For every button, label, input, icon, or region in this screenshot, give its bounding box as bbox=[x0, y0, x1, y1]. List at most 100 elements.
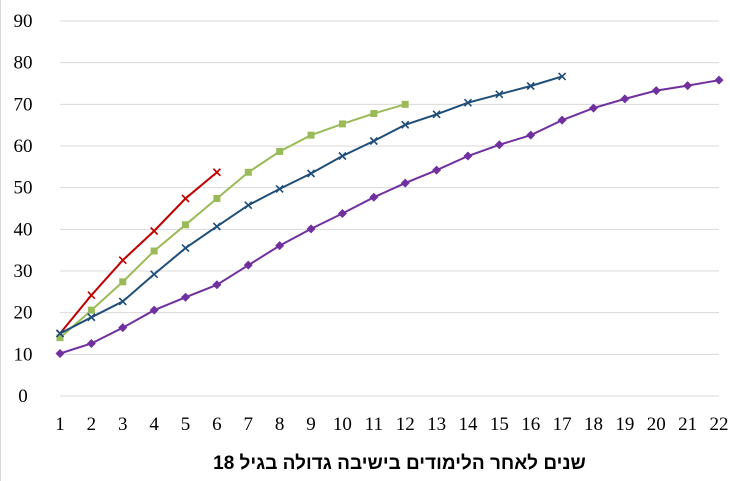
data-point bbox=[86, 339, 96, 348]
y-tick-label: 40 bbox=[14, 219, 33, 240]
data-point bbox=[306, 224, 316, 234]
x-tick-label: 13 bbox=[427, 414, 446, 435]
y-axis-ticks: 0 10 20 30 40 50 60 70 80 90 bbox=[14, 11, 33, 407]
data-point bbox=[714, 75, 724, 85]
data-point bbox=[275, 241, 285, 251]
y-tick-label: 70 bbox=[14, 94, 33, 115]
data-point bbox=[182, 221, 190, 229]
data-point bbox=[244, 168, 252, 176]
data-point bbox=[87, 306, 95, 314]
data-point bbox=[150, 270, 159, 279]
x-tick-label: 21 bbox=[678, 414, 697, 435]
data-point bbox=[212, 280, 222, 290]
y-tick-label: 50 bbox=[14, 178, 33, 199]
x-tick-label: 14 bbox=[458, 414, 478, 435]
data-point bbox=[337, 209, 347, 218]
data-point bbox=[557, 115, 567, 125]
x-tick-label: 12 bbox=[396, 414, 415, 435]
y-tick-label: 90 bbox=[14, 11, 33, 32]
series-line bbox=[59, 75, 563, 335]
data-point bbox=[212, 222, 221, 231]
data-point bbox=[526, 130, 536, 140]
data-point bbox=[55, 329, 65, 338]
data-point bbox=[432, 110, 441, 119]
data-point bbox=[338, 120, 346, 128]
data-point bbox=[588, 103, 598, 113]
x-tick-label: 15 bbox=[490, 414, 509, 435]
data-point bbox=[56, 334, 64, 342]
data-point bbox=[118, 297, 127, 306]
x-tick-label: 16 bbox=[521, 414, 540, 435]
data-point bbox=[275, 184, 284, 193]
x-tick-label: 17 bbox=[553, 414, 572, 435]
y-tick-label: 10 bbox=[14, 344, 33, 365]
y-tick-label: 0 bbox=[18, 386, 28, 407]
data-point bbox=[213, 195, 221, 202]
data-point bbox=[370, 110, 378, 117]
x-tick-label: 18 bbox=[584, 414, 603, 435]
data-point bbox=[118, 323, 128, 333]
x-tick-label: 2 bbox=[87, 414, 97, 435]
x-tick-label: 22 bbox=[710, 414, 729, 435]
x-tick-label: 4 bbox=[149, 414, 159, 435]
data-point bbox=[181, 244, 190, 253]
x-tick-label: 6 bbox=[212, 414, 222, 435]
series-2 bbox=[56, 100, 409, 342]
series-line bbox=[59, 79, 720, 355]
data-point bbox=[683, 81, 693, 91]
series-line bbox=[59, 103, 406, 339]
data-point bbox=[87, 313, 96, 322]
data-point bbox=[494, 140, 504, 150]
x-tick-label: 11 bbox=[365, 414, 383, 435]
x-tick-label: 19 bbox=[615, 414, 634, 435]
data-point bbox=[400, 178, 410, 188]
data-point bbox=[181, 194, 190, 203]
x-tick-label: 7 bbox=[244, 414, 254, 435]
data-point bbox=[432, 165, 442, 175]
data-point bbox=[463, 98, 473, 107]
data-point bbox=[526, 81, 535, 91]
x-axis-title: שנים לאחר הלימודים בישיבה גדולה בגיל 18 bbox=[213, 453, 586, 474]
gridlines bbox=[60, 20, 719, 397]
x-tick-label: 9 bbox=[306, 414, 316, 435]
data-point bbox=[558, 72, 567, 81]
x-tick-label: 20 bbox=[647, 414, 666, 435]
x-tick-label: 3 bbox=[118, 414, 128, 435]
data-point bbox=[149, 305, 159, 315]
series-line bbox=[59, 171, 218, 335]
y-tick-label: 30 bbox=[14, 261, 33, 282]
y-tick-label: 60 bbox=[14, 136, 33, 157]
series-4 bbox=[55, 75, 724, 358]
data-point bbox=[243, 260, 253, 270]
x-tick-label: 8 bbox=[275, 414, 285, 435]
x-tick-label: 1 bbox=[55, 414, 65, 435]
x-tick-label: 5 bbox=[181, 414, 191, 435]
data-point bbox=[495, 90, 504, 99]
data-point bbox=[651, 86, 661, 96]
data-point bbox=[150, 226, 159, 236]
data-point bbox=[276, 147, 284, 155]
data-point bbox=[119, 278, 127, 286]
data-point bbox=[306, 169, 316, 178]
data-point bbox=[401, 100, 409, 108]
data-point bbox=[87, 291, 96, 300]
data-point bbox=[369, 136, 378, 146]
data-point bbox=[620, 94, 630, 104]
data-point bbox=[369, 192, 379, 202]
data-point bbox=[463, 151, 473, 161]
series-3 bbox=[55, 72, 567, 338]
data-point bbox=[150, 247, 158, 255]
data-point bbox=[181, 292, 191, 302]
series-1 bbox=[55, 168, 221, 338]
x-tick-label: 10 bbox=[333, 414, 352, 435]
data-point bbox=[401, 120, 410, 129]
y-tick-label: 80 bbox=[14, 53, 33, 74]
data-point bbox=[55, 349, 65, 358]
x-axis-ticks: 1 2 3 4 5 6 7 8 9 10 11 12 13 14 15 16 17 18 19 20 21 22 bbox=[55, 414, 728, 435]
data-point bbox=[244, 201, 253, 210]
data-point bbox=[338, 151, 347, 161]
data-point bbox=[212, 168, 221, 177]
series-layer bbox=[55, 72, 724, 358]
